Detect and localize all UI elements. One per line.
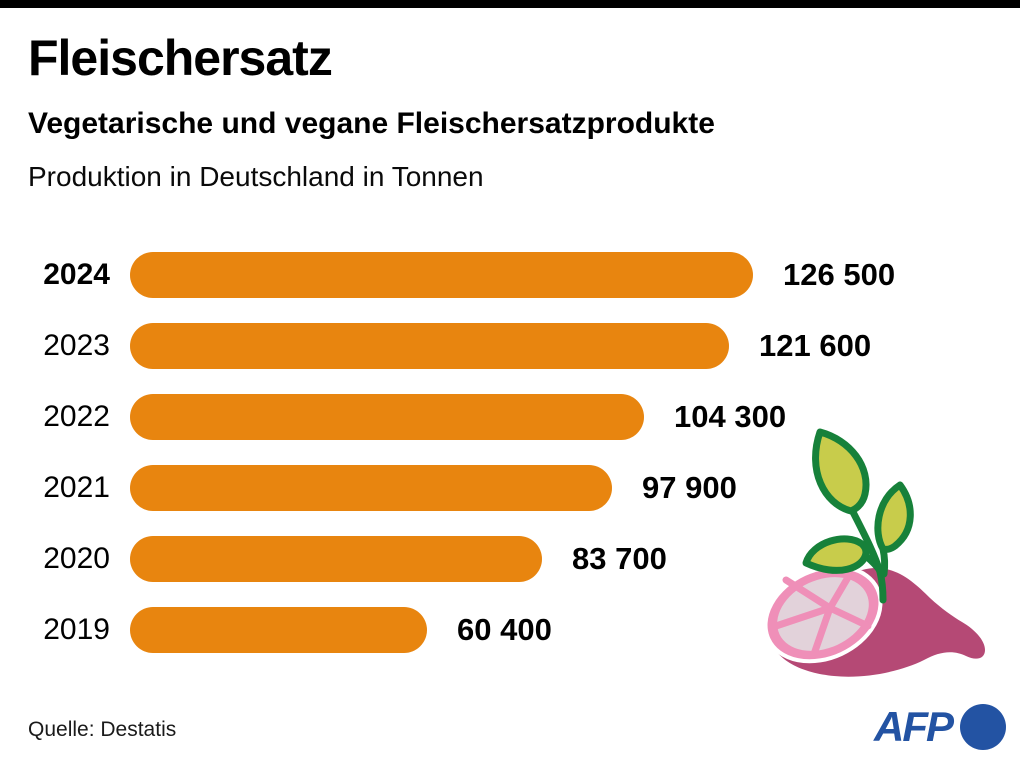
bar: [130, 535, 542, 582]
value-label: 60 400: [457, 611, 552, 647]
value-label: 83 700: [572, 540, 667, 576]
bar-row-2021: 2021 97 900: [28, 464, 1020, 511]
leaf-icons: [802, 428, 914, 574]
bar: [130, 606, 427, 653]
bar-row-2024: 2024 126 500: [28, 251, 1020, 298]
source-label: Quelle: Destatis: [28, 718, 177, 741]
ham-with-leaves-illustration: [763, 428, 985, 677]
year-label: 2024: [43, 257, 110, 291]
bar-row-2022: 2022 104 300: [28, 393, 1020, 440]
bar: [130, 393, 644, 440]
header: Fleischersatz Vegetarische und vegane Fl…: [0, 0, 1020, 192]
year-label: 2022: [43, 399, 110, 433]
afp-logo-text: AFP: [874, 703, 954, 750]
bar-row-2020: 2020 83 700: [28, 535, 1020, 582]
value-label: 104 300: [674, 398, 787, 434]
value-label: 126 500: [783, 256, 896, 292]
year-label: 2020: [43, 541, 110, 575]
ham-marbling: [772, 570, 872, 658]
top-border-bar: [0, 0, 1020, 8]
afp-logo-dot-icon: [960, 704, 1006, 750]
value-label: 97 900: [642, 469, 737, 505]
year-label: 2023: [43, 328, 110, 362]
bar-chart: 2024 126 500 2023 121 600 2022 104 300 2…: [28, 251, 1020, 653]
chart-subtitle: Vegetarische und vegane Fleischersatzpro…: [28, 107, 715, 140]
bar-row-2023: 2023 121 600: [28, 322, 1020, 369]
afp-logo: AFP: [874, 704, 1006, 750]
page-title: Fleischersatz: [28, 30, 333, 86]
leaf-icon-large: [812, 428, 870, 515]
value-label: 121 600: [759, 327, 872, 363]
year-label: 2021: [43, 470, 110, 504]
bar: [130, 322, 729, 369]
year-label: 2019: [43, 612, 110, 646]
bar-row-2019: 2019 60 400: [28, 606, 1020, 653]
bar: [130, 251, 753, 298]
leaf-icon-left: [802, 535, 870, 574]
leaf-icon-right: [874, 481, 914, 553]
bar: [130, 464, 612, 511]
chart-unit-note: Produktion in Deutschland in Tonnen: [28, 160, 484, 192]
